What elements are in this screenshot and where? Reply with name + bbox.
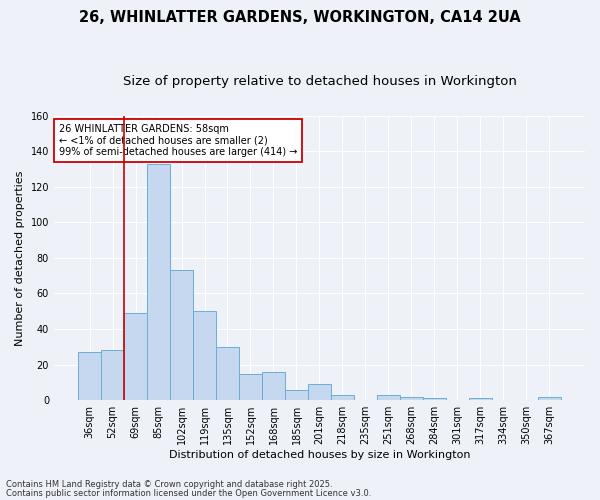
Y-axis label: Number of detached properties: Number of detached properties bbox=[15, 170, 25, 346]
Title: Size of property relative to detached houses in Workington: Size of property relative to detached ho… bbox=[122, 75, 517, 88]
Bar bbox=[423, 398, 446, 400]
Bar bbox=[308, 384, 331, 400]
Bar bbox=[262, 372, 285, 400]
Bar bbox=[239, 374, 262, 400]
Bar bbox=[538, 396, 561, 400]
Bar bbox=[170, 270, 193, 400]
Text: 26, WHINLATTER GARDENS, WORKINGTON, CA14 2UA: 26, WHINLATTER GARDENS, WORKINGTON, CA14… bbox=[79, 10, 521, 25]
Text: Contains HM Land Registry data © Crown copyright and database right 2025.: Contains HM Land Registry data © Crown c… bbox=[6, 480, 332, 489]
Bar bbox=[78, 352, 101, 400]
Bar bbox=[147, 164, 170, 400]
Bar bbox=[193, 312, 216, 400]
Bar bbox=[124, 313, 147, 400]
Bar bbox=[377, 395, 400, 400]
Bar bbox=[216, 347, 239, 400]
Text: 26 WHINLATTER GARDENS: 58sqm
← <1% of detached houses are smaller (2)
99% of sem: 26 WHINLATTER GARDENS: 58sqm ← <1% of de… bbox=[59, 124, 298, 158]
Bar bbox=[469, 398, 492, 400]
X-axis label: Distribution of detached houses by size in Workington: Distribution of detached houses by size … bbox=[169, 450, 470, 460]
Bar bbox=[400, 396, 423, 400]
Bar bbox=[285, 390, 308, 400]
Bar bbox=[331, 395, 354, 400]
Text: Contains public sector information licensed under the Open Government Licence v3: Contains public sector information licen… bbox=[6, 488, 371, 498]
Bar bbox=[101, 350, 124, 400]
